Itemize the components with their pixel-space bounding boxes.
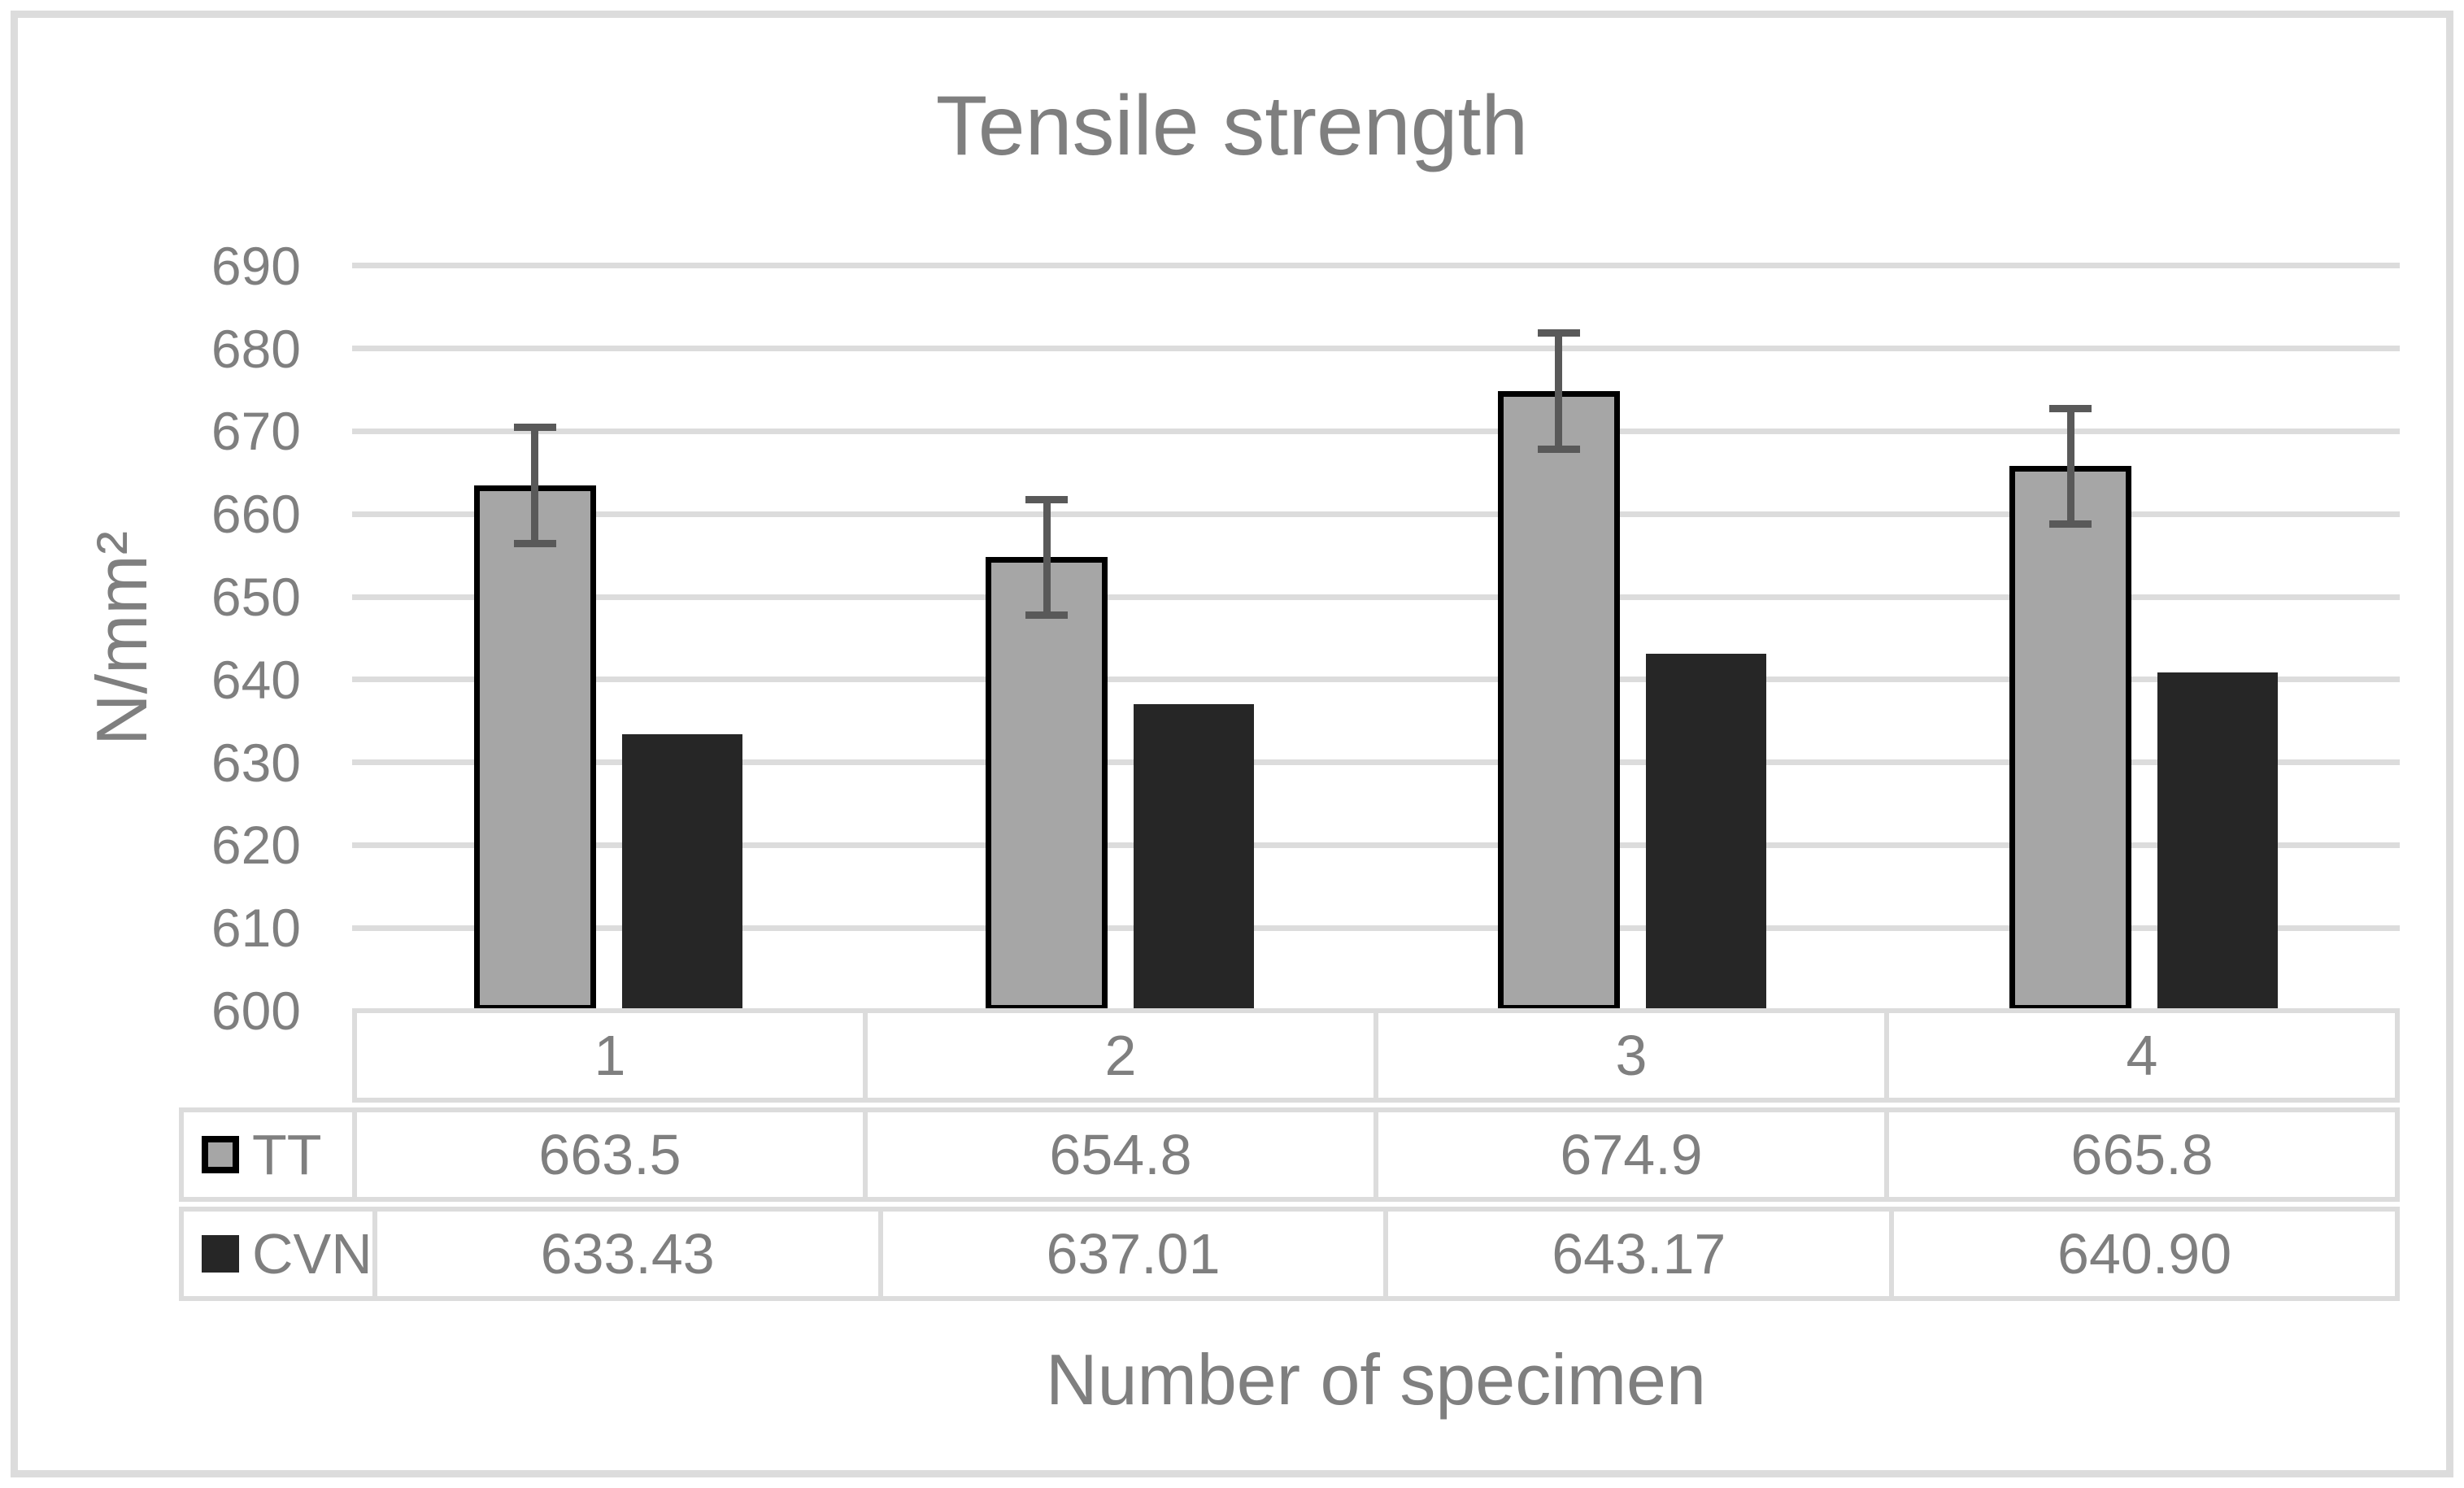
gridline: [352, 842, 2400, 848]
category-cell-2: 2: [863, 1013, 1373, 1098]
legend-label-tt: TT: [252, 1123, 322, 1186]
bar-cvn-1: [621, 733, 742, 1011]
y-tick-label: 650: [211, 567, 301, 627]
value-cell-tt: 654.8: [863, 1112, 1373, 1197]
value-cell-tt: 665.8: [1884, 1112, 2395, 1197]
gridline: [352, 677, 2400, 683]
error-bar-cap-bottom: [2049, 520, 2092, 529]
y-tick-label: 600: [211, 981, 301, 1041]
bar-tt-4: [2009, 466, 2132, 1011]
error-bar-cap-bottom: [1537, 445, 1580, 453]
y-axis-title: N/mm²: [81, 531, 162, 746]
legend-key-tt-icon: [202, 1136, 239, 1173]
y-tick-label: 630: [211, 732, 301, 793]
error-bar-line: [531, 427, 539, 543]
error-bar-cap-top: [1025, 495, 1069, 503]
error-bar-line: [1555, 333, 1563, 449]
gridline: [352, 925, 2400, 931]
gridline: [352, 759, 2400, 766]
y-tick-label: 670: [211, 401, 301, 462]
y-tick-label: 680: [211, 318, 301, 379]
value-cell-tt: 674.9: [1373, 1112, 1884, 1197]
gridline: [352, 346, 2400, 352]
legend-cell-cvn: CVN: [184, 1212, 372, 1296]
gridline: [352, 594, 2400, 600]
value-cell-cvn: 640.90: [1889, 1212, 2395, 1296]
error-bar-cap-top: [2049, 404, 2092, 412]
category-cell-3: 3: [1373, 1013, 1884, 1098]
legend-key-cvn-icon: [202, 1235, 239, 1273]
bar-cvn-3: [1645, 653, 1766, 1011]
y-tick-label: 690: [211, 235, 301, 296]
bar-tt-2: [986, 557, 1108, 1011]
y-tick-label: 640: [211, 649, 301, 710]
value-cell-cvn: 643.17: [1383, 1212, 1889, 1296]
error-bar-cap-bottom: [1025, 611, 1069, 620]
value-cell-cvn: 633.43: [372, 1212, 878, 1296]
error-bar-line: [2066, 407, 2074, 524]
gridline: [352, 428, 2400, 434]
y-tick-label: 660: [211, 484, 301, 545]
y-tick-label: 620: [211, 815, 301, 876]
bar-cvn-2: [1134, 704, 1255, 1011]
error-bar-cap-bottom: [513, 539, 556, 547]
bar-tt-1: [473, 485, 596, 1011]
error-bar-line: [1043, 498, 1051, 616]
value-cell-cvn: 637.01: [877, 1212, 1384, 1296]
gridline: [352, 263, 2400, 269]
table-row-tt: TT 663.5 654.8 674.9 665.8: [179, 1107, 2400, 1202]
category-cell-1: 1: [594, 1024, 626, 1087]
bar-cvn-4: [2157, 672, 2279, 1011]
error-bar-cap-top: [513, 424, 556, 432]
gridline: [352, 511, 2400, 517]
chart-title: Tensile strength: [935, 79, 1529, 173]
x-axis-title: Number of specimen: [1046, 1339, 1706, 1420]
y-tick-label: 610: [211, 898, 301, 959]
bar-tt-3: [1497, 390, 1620, 1011]
error-bar-cap-top: [1537, 329, 1580, 337]
legend-cell-tt: TT: [184, 1112, 352, 1197]
value-cell-tt: 663.5: [352, 1112, 863, 1197]
category-cell-4: 4: [1884, 1013, 2395, 1098]
table-row-cvn: CVN 633.43 637.01 643.17 640.90: [179, 1207, 2400, 1301]
legend-label-cvn: CVN: [252, 1222, 372, 1286]
